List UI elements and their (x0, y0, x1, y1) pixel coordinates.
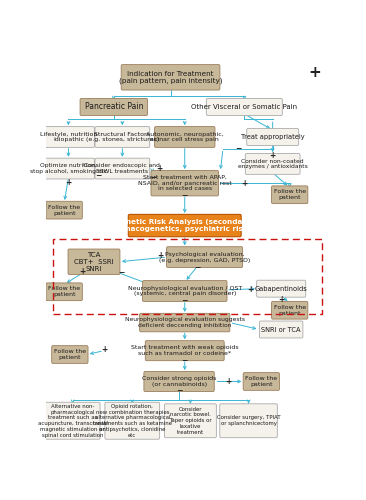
Text: Structural Factors
(e.g. stones, strictures): Structural Factors (e.g. stones, strictu… (86, 132, 159, 142)
Text: Pancreatic Pain: Pancreatic Pain (85, 102, 143, 112)
Text: Follow the
patient: Follow the patient (48, 205, 80, 216)
FancyBboxPatch shape (272, 186, 308, 204)
FancyBboxPatch shape (247, 128, 299, 146)
Text: −: − (182, 296, 188, 306)
FancyBboxPatch shape (42, 158, 94, 179)
Text: +: + (278, 295, 284, 304)
FancyBboxPatch shape (128, 214, 241, 236)
Text: −: − (95, 171, 101, 180)
FancyBboxPatch shape (80, 98, 147, 116)
FancyBboxPatch shape (105, 402, 160, 439)
FancyBboxPatch shape (257, 280, 306, 297)
FancyBboxPatch shape (145, 340, 224, 360)
Text: Lifestyle, nutrition
idiopathic: Lifestyle, nutrition idiopathic (40, 132, 97, 142)
FancyBboxPatch shape (45, 402, 100, 439)
Text: +: + (247, 286, 254, 294)
Text: +: + (79, 267, 86, 276)
FancyBboxPatch shape (220, 404, 277, 438)
Text: Follow the
patient: Follow the patient (274, 190, 306, 200)
FancyBboxPatch shape (259, 321, 303, 338)
FancyBboxPatch shape (68, 249, 120, 274)
Text: Consider
narcotic bowel.
Taper opioids or
laxative
treatment: Consider narcotic bowel. Taper opioids o… (169, 406, 212, 435)
FancyBboxPatch shape (95, 158, 150, 179)
FancyBboxPatch shape (151, 170, 219, 196)
Text: +: + (156, 164, 163, 173)
FancyBboxPatch shape (142, 280, 227, 301)
Text: Start treatment with APAP,
NSAID, and/or pancreatic rest
in selected cases: Start treatment with APAP, NSAID, and/or… (138, 175, 232, 192)
Text: Neurophysiological evaluation suggests
deficient deccending inhibition: Neurophysiological evaluation suggests d… (125, 317, 245, 328)
Text: −: − (194, 262, 201, 272)
Text: Genetic Risk Analysis (secondary)
Pharmacogenetics, psychiatric risk, etc: Genetic Risk Analysis (secondary) Pharma… (104, 219, 266, 232)
Text: Gabapentinoids: Gabapentinoids (255, 286, 307, 292)
Text: Consider strong opioids
(or cannabinoids): Consider strong opioids (or cannabinoids… (142, 376, 216, 387)
Text: −: − (150, 173, 157, 182)
FancyBboxPatch shape (46, 283, 82, 300)
FancyBboxPatch shape (121, 64, 220, 90)
FancyBboxPatch shape (245, 154, 300, 174)
Text: +: + (309, 65, 322, 80)
Text: +: + (65, 178, 72, 187)
Text: Follow the
patient: Follow the patient (274, 305, 306, 316)
Text: TCA
CBT+  SSRI
SNRI: TCA CBT+ SSRI SNRI (74, 252, 114, 272)
Text: −: − (235, 144, 242, 153)
Text: Neurophysiological evaluation / QST
(systemic, central pain disorder): Neurophysiological evaluation / QST (sys… (128, 286, 242, 296)
Text: Consider non-coated
enzymes / antioxidants: Consider non-coated enzymes / antioxidan… (238, 158, 307, 170)
Text: Start treatment with weak opioids
such as tramadol or codeine*: Start treatment with weak opioids such a… (131, 346, 239, 356)
FancyBboxPatch shape (52, 346, 88, 364)
Text: +: + (157, 251, 164, 260)
Text: Psychological evaluation,
(e.g. depression, GAD, PTSD): Psychological evaluation, (e.g. depressi… (159, 252, 250, 262)
Text: +: + (269, 151, 276, 160)
Text: Follow the
patient: Follow the patient (54, 349, 86, 360)
Text: +: + (241, 178, 247, 188)
Text: Indication for Treatment
(pain pattern, pain intensity): Indication for Treatment (pain pattern, … (119, 70, 222, 84)
Text: −: − (182, 356, 188, 365)
Bar (53, 239, 322, 314)
FancyBboxPatch shape (144, 372, 214, 392)
FancyBboxPatch shape (154, 126, 215, 148)
FancyBboxPatch shape (206, 98, 282, 116)
Text: +: + (225, 377, 232, 386)
FancyBboxPatch shape (140, 314, 230, 332)
Text: +: + (101, 345, 107, 354)
Text: Consider surgery, TPIAT
or splanchnicectomy: Consider surgery, TPIAT or splanchnicect… (217, 416, 280, 426)
FancyBboxPatch shape (42, 126, 94, 148)
Text: Follow the
patient: Follow the patient (48, 286, 80, 297)
Text: −: − (176, 386, 182, 395)
FancyBboxPatch shape (272, 302, 308, 319)
Text: −: − (118, 268, 124, 278)
Text: Other Visceral or Somatic Pain: Other Visceral or Somatic Pain (191, 104, 297, 110)
Text: −: − (182, 191, 188, 200)
FancyBboxPatch shape (46, 202, 82, 219)
Text: SNRI or TCA: SNRI or TCA (261, 326, 301, 332)
Text: Alternative non-
pharmacological
treatment such as
acupuncture, transcranial
mag: Alternative non- pharmacological treatme… (38, 404, 108, 438)
Text: Autonomic, neuropathic,
acinar cell stress pain: Autonomic, neuropathic, acinar cell stre… (146, 132, 224, 142)
Text: Follow the
patient: Follow the patient (245, 376, 277, 387)
FancyBboxPatch shape (164, 404, 216, 438)
FancyBboxPatch shape (243, 372, 280, 390)
Text: Treat appropriately: Treat appropriately (241, 134, 305, 140)
Text: Optimize nutrition,
stop alcohol, smoking etc: Optimize nutrition, stop alcohol, smokin… (30, 163, 107, 174)
Text: Opioid rotation,
new combination therapies
alternative pharmacological
treatment: Opioid rotation, new combination therapi… (93, 404, 172, 438)
Text: Consider endoscopic and
ESWL treatments: Consider endoscopic and ESWL treatments (85, 163, 160, 174)
FancyBboxPatch shape (95, 126, 150, 148)
FancyBboxPatch shape (167, 246, 243, 268)
